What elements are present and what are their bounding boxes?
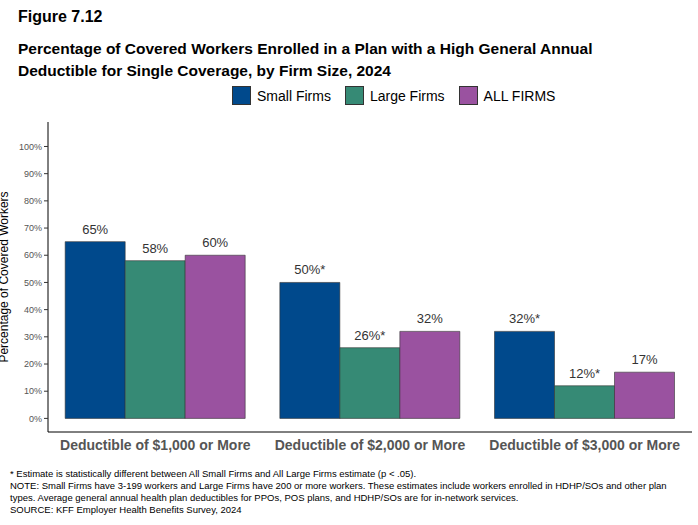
svg-text:Deductible of $3,000 or More: Deductible of $3,000 or More bbox=[489, 437, 680, 453]
svg-text:12%*: 12%* bbox=[569, 366, 600, 381]
svg-text:100%: 100% bbox=[19, 142, 42, 152]
svg-text:Percentage of Covered Workers: Percentage of Covered Workers bbox=[8, 191, 11, 362]
svg-text:0%: 0% bbox=[29, 414, 42, 424]
html-text:Figure 7.12: Figure 7.12 bbox=[18, 8, 103, 25]
svg-text:20%: 20% bbox=[24, 359, 42, 369]
svg-text:80%: 80% bbox=[24, 196, 42, 206]
svg-text:50%: 50% bbox=[24, 278, 42, 288]
svg-text:32%*: 32%* bbox=[509, 311, 540, 326]
html-text:NOTE: Small Firms have 3-199 w: NOTE: Small Firms have 3-199 workers and… bbox=[10, 480, 667, 503]
svg-text:26%*: 26%* bbox=[354, 328, 385, 343]
svg-text:60%: 60% bbox=[24, 250, 42, 260]
html-text:Percentage of Covered Workers: Percentage of Covered Workers Enrolled i… bbox=[18, 40, 593, 79]
html-text:SOURCE: KFF Employer Health Be: SOURCE: KFF Employer Health Benefits Sur… bbox=[10, 504, 242, 515]
svg-text:10%: 10% bbox=[24, 386, 42, 396]
svg-text:70%: 70% bbox=[24, 223, 42, 233]
svg-text:90%: 90% bbox=[24, 169, 42, 179]
svg-text:40%: 40% bbox=[24, 305, 42, 315]
svg-text:Deductible of $2,000 or More: Deductible of $2,000 or More bbox=[275, 437, 466, 453]
svg-text:32%: 32% bbox=[417, 311, 443, 326]
html-text:Small Firms: Small Firms bbox=[257, 87, 331, 104]
html-text:* Estimate is statistically di: * Estimate is statistically different be… bbox=[10, 468, 417, 479]
svg-text:30%: 30% bbox=[24, 332, 42, 342]
svg-text:50%*: 50%* bbox=[294, 262, 325, 277]
svg-text:Deductible of $1,000 or More: Deductible of $1,000 or More bbox=[60, 437, 251, 453]
svg-text:58%: 58% bbox=[142, 241, 168, 256]
svg-text:17%: 17% bbox=[631, 352, 657, 367]
svg-text:60%: 60% bbox=[202, 235, 228, 250]
html-text:Large Firms: Large Firms bbox=[369, 87, 445, 104]
html-text:ALL FIRMS: ALL FIRMS bbox=[483, 87, 556, 104]
svg-text:65%: 65% bbox=[82, 222, 108, 237]
